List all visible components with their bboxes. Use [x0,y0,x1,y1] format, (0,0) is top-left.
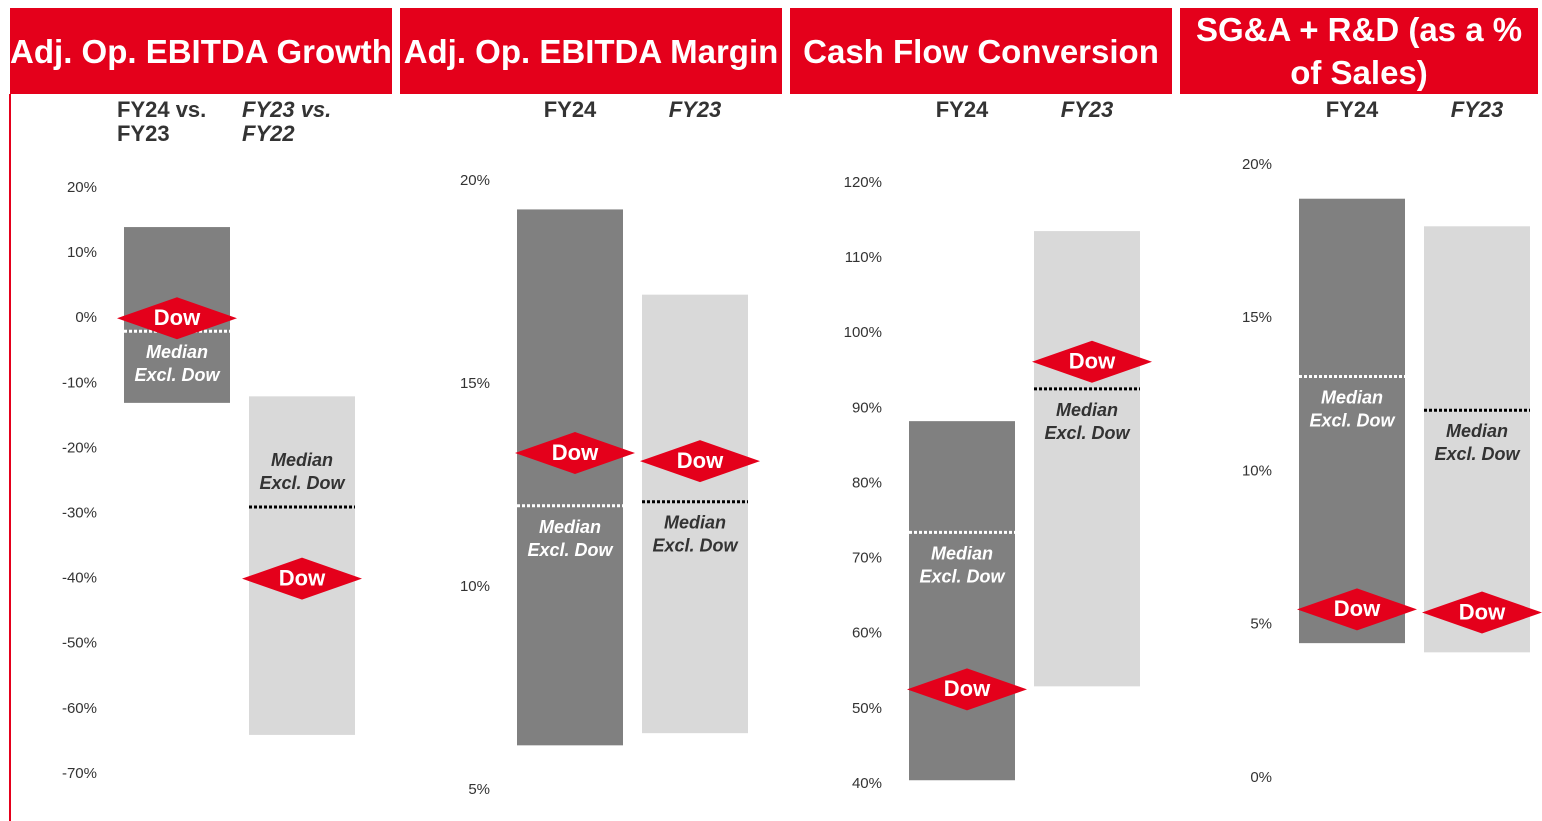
dow-marker-label: Dow [1069,349,1116,374]
y-tick-label: -70% [62,765,97,782]
median-label-text: Excl. Dow [1309,410,1395,430]
dow-marker [117,297,237,340]
y-tick-label: -10% [62,374,97,391]
median-label-text: Median [1056,400,1118,420]
dow-marker-label: Dow [154,305,201,330]
y-tick-label: 15% [460,375,490,392]
y-tick-label: 50% [852,700,882,717]
median-label: Median Excl. Dow [134,342,220,385]
category-label: FY24 [935,97,989,122]
median-label-text: Median [1321,387,1383,407]
y-tick-label: 20% [1242,156,1272,173]
dow-marker [1297,588,1417,631]
dow-marker-label: Dow [1334,596,1381,621]
median-label: Median Excl. Dow [527,517,613,560]
median-label-text: Excl. Dow [652,535,738,555]
dow-marker-label: Dow [552,440,599,465]
range-bar [1424,226,1530,653]
panel-title: Adj. Op. EBITDA Margin [400,8,782,94]
median-label: Median Excl. Dow [1309,387,1395,430]
median-label-text: Median [146,342,208,362]
median-label-text: Median [664,512,726,532]
category-label: FY23 [1060,97,1114,122]
median-label-text: Excl. Dow [259,473,345,493]
median-label-text: Median [271,450,333,470]
median-label: Median Excl. Dow [1044,400,1130,443]
range-bar [642,294,748,734]
y-tick-label: -20% [62,439,97,456]
y-tick-label: 20% [460,172,490,189]
category-label: FY23 vs. FY22 [242,97,332,146]
median-label-text: Excl. Dow [919,566,1005,586]
dow-marker [242,557,362,600]
category-label: FY24 [1325,97,1379,122]
y-tick-label: 0% [1250,769,1272,786]
y-tick-label: -30% [62,505,97,522]
y-tick-label: 100% [844,324,882,341]
panel-title: SG&A + R&D (as a % of Sales) [1180,8,1538,94]
median-label-text: Excl. Dow [527,540,613,560]
dow-marker-label: Dow [677,448,724,473]
median-label: Median Excl. Dow [652,512,738,555]
category-label: FY23 [1450,97,1504,122]
dow-marker [515,432,635,475]
y-tick-label: 10% [67,244,97,261]
median-label: Median Excl. Dow [919,543,1005,586]
dow-marker-label: Dow [279,565,326,590]
median-label-text: Median [1446,421,1508,441]
y-tick-label: 110% [845,249,882,266]
dow-marker [907,668,1027,711]
range-bar [517,209,623,746]
median-label: Median Excl. Dow [1434,421,1520,464]
y-tick-label: 70% [852,550,882,567]
range-bar [1034,231,1140,687]
y-tick-label: 120% [844,174,882,191]
y-tick-label: 60% [852,625,882,642]
y-tick-label: -40% [62,570,97,587]
y-tick-label: -60% [62,700,97,717]
y-tick-label: 40% [852,775,882,792]
range-bar [1299,198,1405,644]
median-label-text: Excl. Dow [1044,423,1130,443]
median-label-text: Median [931,543,993,563]
y-tick-label: 0% [75,309,97,326]
category-label: FY24 [543,97,597,122]
category-label: FY24 vs. FY23 [117,97,207,146]
y-tick-label: 10% [460,578,490,595]
median-label-text: Excl. Dow [134,365,220,385]
median-label-text: Median [539,517,601,537]
dow-marker [1422,591,1542,634]
y-tick-label: 10% [1242,462,1272,479]
y-tick-label: 20% [67,179,97,196]
y-tick-label: -50% [62,635,97,652]
median-label-text: Excl. Dow [1434,444,1520,464]
y-tick-label: 5% [1250,616,1272,633]
dow-marker-label: Dow [944,676,991,701]
dow-marker [640,440,760,483]
panel-title: Cash Flow Conversion [790,8,1172,94]
y-tick-label: 80% [852,474,882,491]
panel-title: Adj. Op. EBITDA Growth [10,8,392,94]
dow-marker-label: Dow [1459,599,1506,624]
range-bar [909,421,1015,781]
dow-marker [1032,340,1152,383]
y-tick-label: 90% [852,399,882,416]
y-tick-label: 5% [468,781,490,798]
category-label: FY23 [668,97,722,122]
median-label: Median Excl. Dow [259,450,345,493]
y-tick-label: 15% [1242,309,1272,326]
